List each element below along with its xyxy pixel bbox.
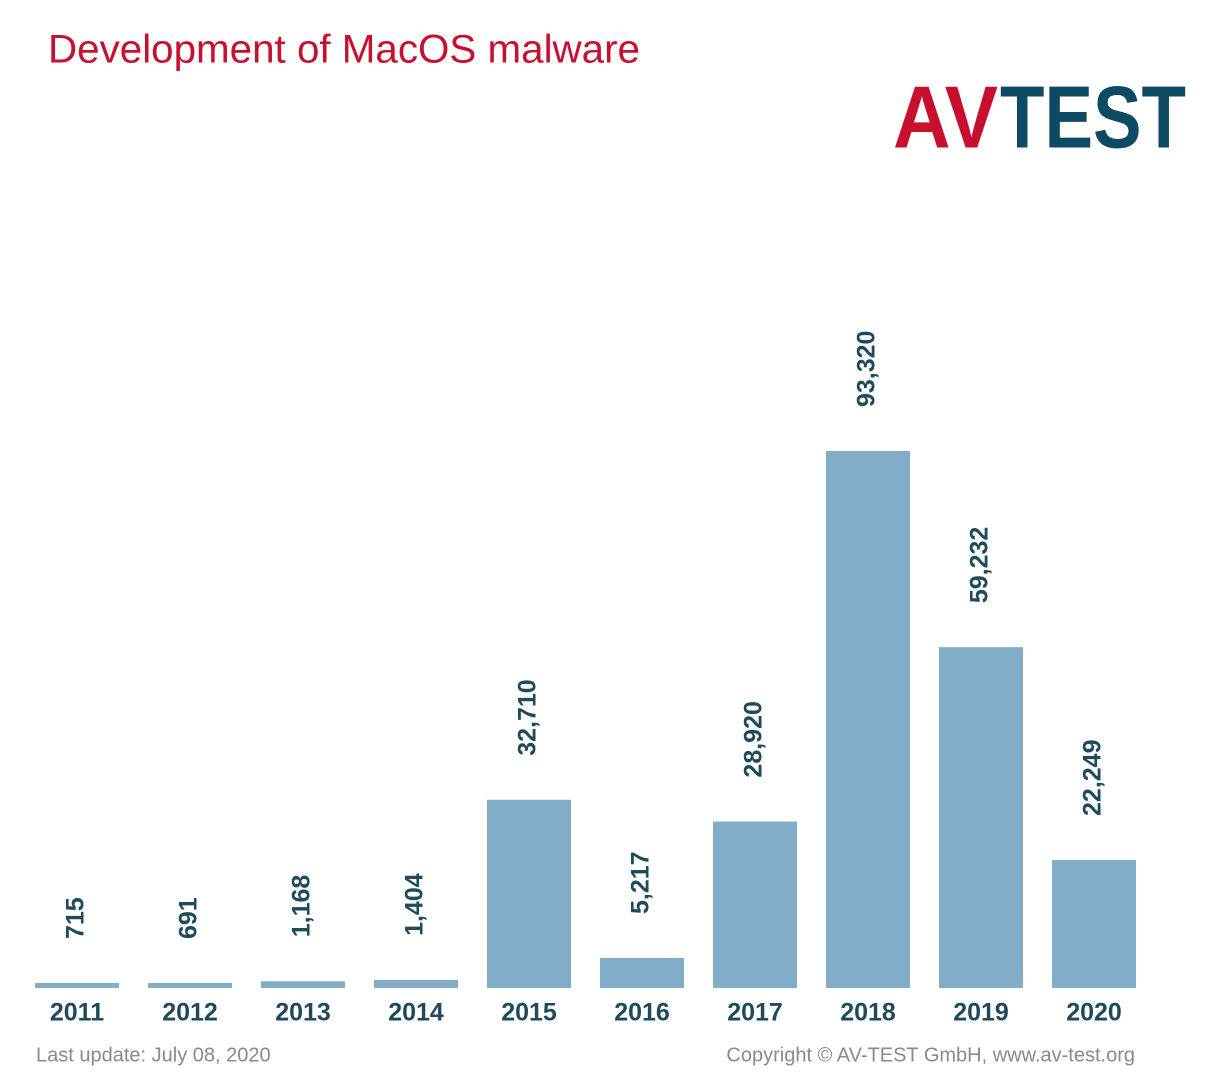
- value-label: 22,249: [1079, 740, 1107, 816]
- bar: [35, 983, 119, 988]
- x-tick-label: 2013: [275, 999, 331, 1027]
- bar: [261, 981, 345, 988]
- chart-title: Development of MacOS malware: [48, 28, 640, 72]
- bar: [600, 957, 684, 988]
- value-label: 715: [62, 897, 90, 939]
- value-label: 5,217: [627, 851, 655, 914]
- x-tick-label: 2012: [162, 999, 218, 1027]
- bar: [374, 979, 458, 988]
- bar: [713, 821, 797, 988]
- bar: [939, 647, 1023, 988]
- value-label: 1,404: [401, 873, 429, 936]
- value-label: 93,320: [853, 331, 881, 407]
- footer-left: Last update: July 08, 2020: [36, 1044, 271, 1066]
- logo-right: TEST: [1000, 67, 1186, 166]
- x-tick-label: 2018: [840, 999, 896, 1027]
- footer-right: Copyright © AV-TEST GmbH, www.av-test.or…: [726, 1044, 1135, 1066]
- value-label: 691: [175, 897, 203, 939]
- bar: [1052, 859, 1136, 988]
- x-tick-label: 2015: [501, 999, 557, 1027]
- x-tick-label: 2019: [953, 999, 1009, 1027]
- bar: [826, 451, 910, 988]
- value-label: 28,920: [740, 701, 768, 777]
- x-tick-label: 2014: [388, 999, 444, 1027]
- value-label: 59,232: [966, 527, 994, 603]
- value-label: 32,710: [514, 679, 542, 755]
- bar: [148, 983, 232, 988]
- logo-left: AV: [893, 67, 998, 166]
- x-tick-label: 2016: [614, 999, 670, 1027]
- x-tick-label: 2020: [1066, 999, 1122, 1027]
- value-label: 1,168: [288, 875, 316, 938]
- x-tick-label: 2017: [727, 999, 783, 1027]
- x-tick-label: 2011: [50, 999, 104, 1027]
- bar: [487, 799, 571, 988]
